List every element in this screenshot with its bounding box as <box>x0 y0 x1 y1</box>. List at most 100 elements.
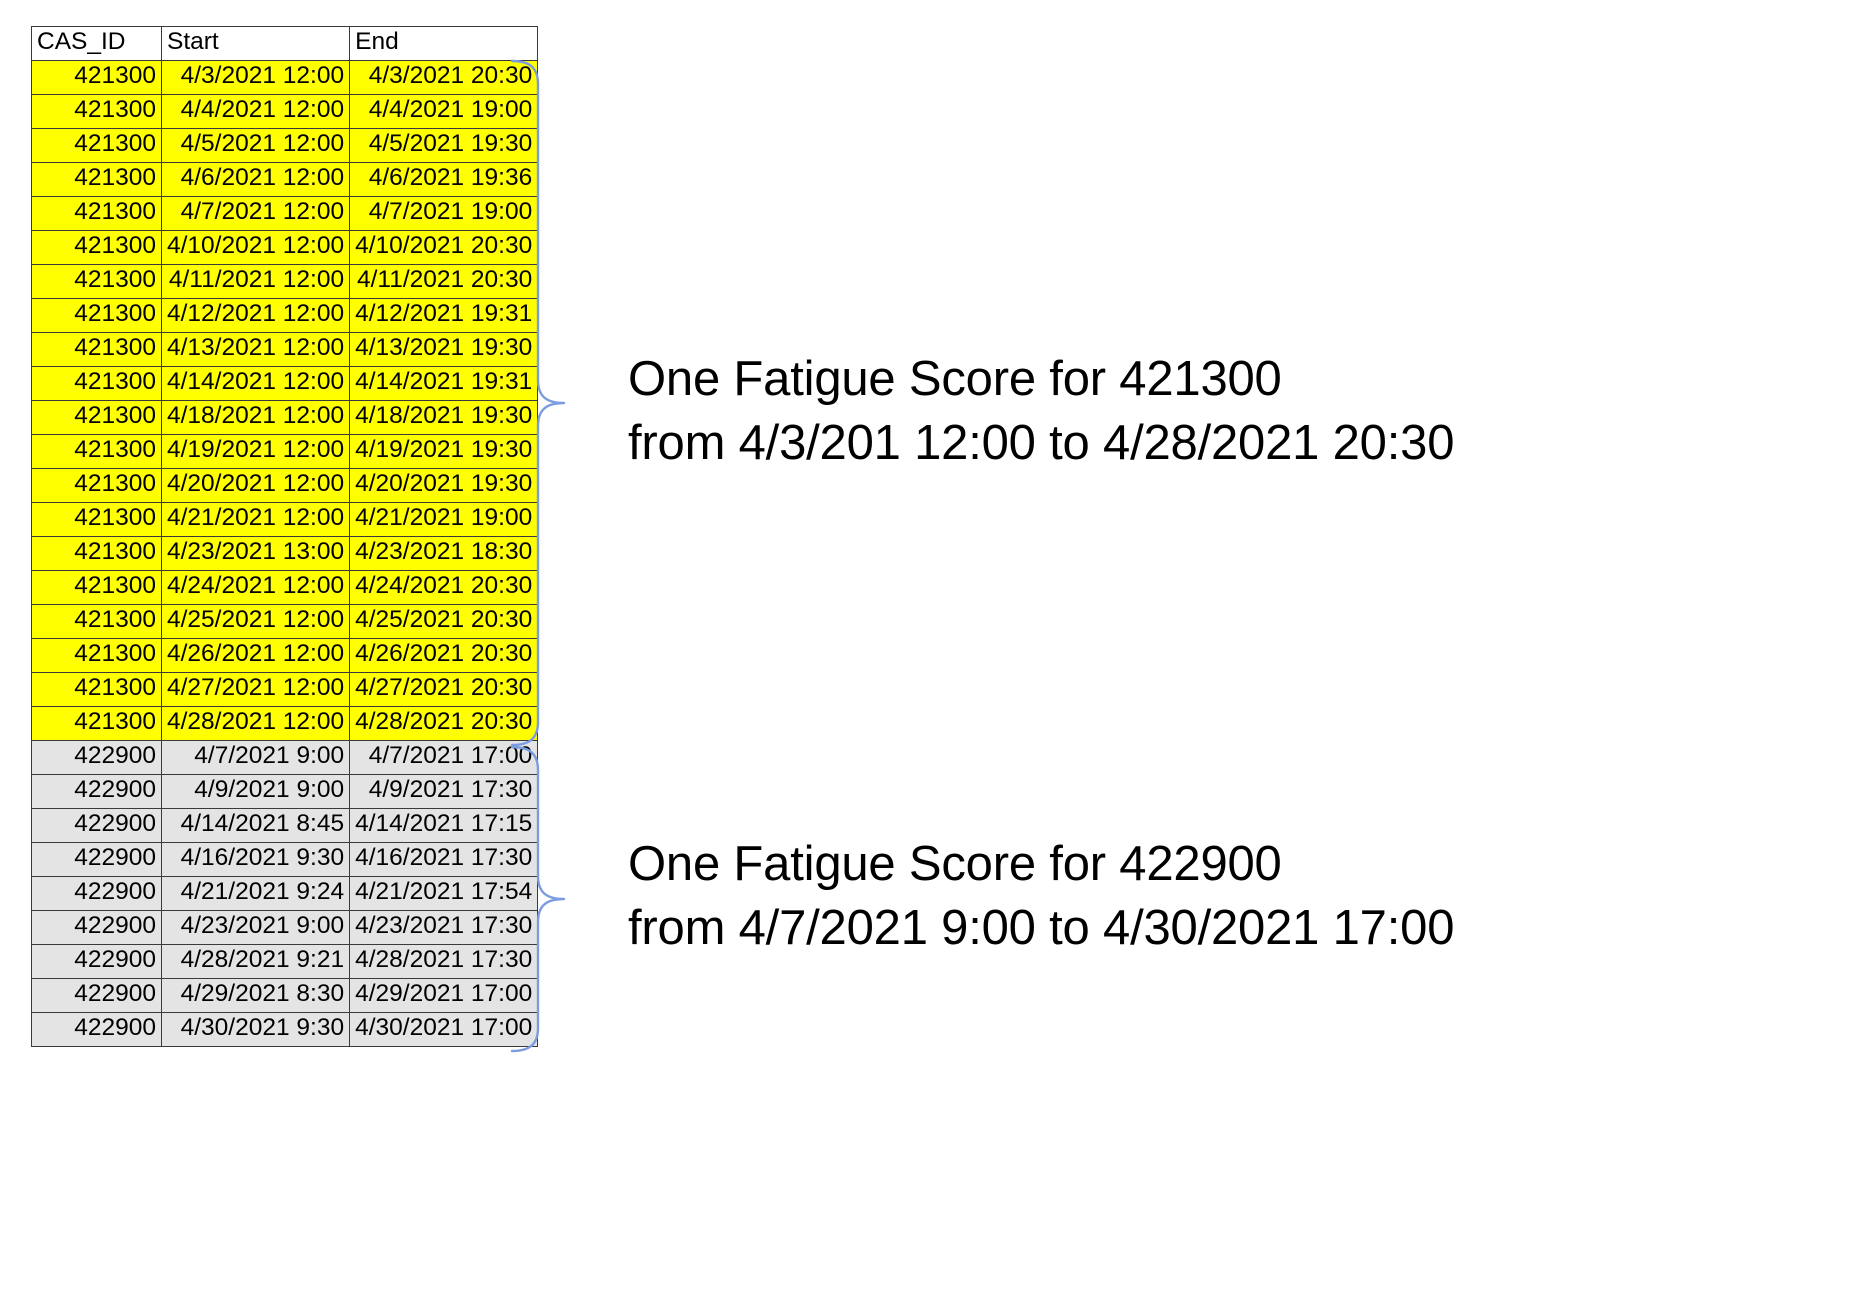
cell-end: 4/29/2021 17:00 <box>349 978 539 1013</box>
cell-start: 4/25/2021 12:00 <box>160 604 351 639</box>
annotation-422900-line2: from 4/7/2021 9:00 to 4/30/2021 17:00 <box>628 900 1455 955</box>
cell-end: 4/19/2021 19:30 <box>349 434 539 469</box>
cell-cas-id: 421300 <box>31 264 162 299</box>
cell-cas-id: 421300 <box>31 502 162 537</box>
table-header: CAS_ID Start End <box>31 26 539 61</box>
table-row: 422900 4/9/2021 9:00 4/9/2021 17:30 <box>31 774 539 809</box>
annotation-421300-line2: from 4/3/201 12:00 to 4/28/2021 20:30 <box>628 415 1455 470</box>
cell-start: 4/16/2021 9:30 <box>160 842 351 877</box>
cell-start: 4/28/2021 9:21 <box>160 944 351 979</box>
cell-cas-id: 421300 <box>31 604 162 639</box>
cell-end: 4/3/2021 20:30 <box>349 60 539 95</box>
cell-cas-id: 422900 <box>31 910 162 945</box>
cell-cas-id: 421300 <box>31 706 162 741</box>
cell-start: 4/27/2021 12:00 <box>160 672 351 707</box>
cell-start: 4/14/2021 12:00 <box>160 366 351 401</box>
cell-cas-id: 421300 <box>31 468 162 503</box>
cell-start: 4/20/2021 12:00 <box>160 468 351 503</box>
cell-cas-id: 421300 <box>31 128 162 163</box>
cell-start: 4/28/2021 12:00 <box>160 706 351 741</box>
table-row: 421300 4/18/2021 12:00 4/18/2021 19:30 <box>31 400 539 435</box>
spreadsheet-region: CAS_ID Start End 421300 4/3/2021 12:00 4/3… <box>31 26 539 1047</box>
cell-cas-id: 422900 <box>31 808 162 843</box>
cell-end: 4/14/2021 19:31 <box>349 366 539 401</box>
table-row: 421300 4/25/2021 12:00 4/25/2021 20:30 <box>31 604 539 639</box>
sessions-table: CAS_ID Start End 421300 4/3/2021 12:00 4/3… <box>31 26 539 1047</box>
cell-start: 4/7/2021 9:00 <box>160 740 351 775</box>
cell-cas-id: 421300 <box>31 536 162 571</box>
cell-cas-id: 422900 <box>31 842 162 877</box>
cell-end: 4/10/2021 20:30 <box>349 230 539 265</box>
column-header-end: End <box>349 26 539 61</box>
table-row: 421300 4/21/2021 12:00 4/21/2021 19:00 <box>31 502 539 537</box>
brace-group-422900 <box>510 745 566 1053</box>
cell-end: 4/23/2021 17:30 <box>349 910 539 945</box>
cell-cas-id: 422900 <box>31 876 162 911</box>
cell-cas-id: 421300 <box>31 162 162 197</box>
cell-cas-id: 422900 <box>31 1012 162 1047</box>
table-row: 421300 4/5/2021 12:00 4/5/2021 19:30 <box>31 128 539 163</box>
cell-end: 4/16/2021 17:30 <box>349 842 539 877</box>
table-row: 421300 4/19/2021 12:00 4/19/2021 19:30 <box>31 434 539 469</box>
column-header-cas-id: CAS_ID <box>31 26 162 61</box>
cell-end: 4/26/2021 20:30 <box>349 638 539 673</box>
table-row: 422900 4/21/2021 9:24 4/21/2021 17:54 <box>31 876 539 911</box>
cell-cas-id: 421300 <box>31 94 162 129</box>
cell-end: 4/30/2021 17:00 <box>349 1012 539 1047</box>
table-row: 421300 4/24/2021 12:00 4/24/2021 20:30 <box>31 570 539 605</box>
cell-end: 4/28/2021 17:30 <box>349 944 539 979</box>
table-row: 421300 4/13/2021 12:00 4/13/2021 19:30 <box>31 332 539 367</box>
table-row: 421300 4/28/2021 12:00 4/28/2021 20:30 <box>31 706 539 741</box>
annotation-421300: One Fatigue Score for 421300 from 4/3/20… <box>628 348 1454 475</box>
cell-end: 4/24/2021 20:30 <box>349 570 539 605</box>
cell-cas-id: 422900 <box>31 774 162 809</box>
cell-start: 4/9/2021 9:00 <box>160 774 351 809</box>
cell-start: 4/19/2021 12:00 <box>160 434 351 469</box>
cell-cas-id: 421300 <box>31 672 162 707</box>
cell-cas-id: 421300 <box>31 332 162 367</box>
table-row: 421300 4/26/2021 12:00 4/26/2021 20:30 <box>31 638 539 673</box>
cell-cas-id: 421300 <box>31 434 162 469</box>
cell-start: 4/7/2021 12:00 <box>160 196 351 231</box>
table-row: 421300 4/3/2021 12:00 4/3/2021 20:30 <box>31 60 539 95</box>
table-row: 421300 4/7/2021 12:00 4/7/2021 19:00 <box>31 196 539 231</box>
cell-cas-id: 421300 <box>31 366 162 401</box>
cell-end: 4/18/2021 19:30 <box>349 400 539 435</box>
table-row: 421300 4/11/2021 12:00 4/11/2021 20:30 <box>31 264 539 299</box>
cell-end: 4/21/2021 17:54 <box>349 876 539 911</box>
cell-cas-id: 422900 <box>31 978 162 1013</box>
table-row: 421300 4/6/2021 12:00 4/6/2021 19:36 <box>31 162 539 197</box>
cell-start: 4/13/2021 12:00 <box>160 332 351 367</box>
cell-start: 4/14/2021 8:45 <box>160 808 351 843</box>
table-row: 422900 4/30/2021 9:30 4/30/2021 17:00 <box>31 1012 539 1047</box>
column-header-start: Start <box>160 26 351 61</box>
cell-cas-id: 421300 <box>31 60 162 95</box>
cell-start: 4/23/2021 13:00 <box>160 536 351 571</box>
cell-end: 4/12/2021 19:31 <box>349 298 539 333</box>
cell-start: 4/29/2021 8:30 <box>160 978 351 1013</box>
cell-cas-id: 421300 <box>31 570 162 605</box>
cell-cas-id: 421300 <box>31 400 162 435</box>
cell-start: 4/10/2021 12:00 <box>160 230 351 265</box>
cell-cas-id: 422900 <box>31 740 162 775</box>
cell-end: 4/4/2021 19:00 <box>349 94 539 129</box>
cell-start: 4/11/2021 12:00 <box>160 264 351 299</box>
table-row: 422900 4/7/2021 9:00 4/7/2021 17:00 <box>31 740 539 775</box>
annotation-422900: One Fatigue Score for 422900 from 4/7/20… <box>628 833 1454 960</box>
cell-start: 4/26/2021 12:00 <box>160 638 351 673</box>
table-body: 421300 4/3/2021 12:00 4/3/2021 20:30 421300… <box>31 60 539 1047</box>
table-row: 421300 4/4/2021 12:00 4/4/2021 19:00 <box>31 94 539 129</box>
table-row: 421300 4/23/2021 13:00 4/23/2021 18:30 <box>31 536 539 571</box>
cell-end: 4/6/2021 19:36 <box>349 162 539 197</box>
annotation-422900-line1: One Fatigue Score for 422900 <box>628 837 1282 891</box>
table-row: 421300 4/14/2021 12:00 4/14/2021 19:31 <box>31 366 539 401</box>
cell-start: 4/21/2021 9:24 <box>160 876 351 911</box>
table-row: 422900 4/14/2021 8:45 4/14/2021 17:15 <box>31 808 539 843</box>
cell-start: 4/12/2021 12:00 <box>160 298 351 333</box>
table-row: 422900 4/23/2021 9:00 4/23/2021 17:30 <box>31 910 539 945</box>
table-row: 421300 4/10/2021 12:00 4/10/2021 20:30 <box>31 230 539 265</box>
table-row: 422900 4/28/2021 9:21 4/28/2021 17:30 <box>31 944 539 979</box>
cell-start: 4/3/2021 12:00 <box>160 60 351 95</box>
table-row: 421300 4/20/2021 12:00 4/20/2021 19:30 <box>31 468 539 503</box>
brace-group-421300 <box>510 59 566 747</box>
